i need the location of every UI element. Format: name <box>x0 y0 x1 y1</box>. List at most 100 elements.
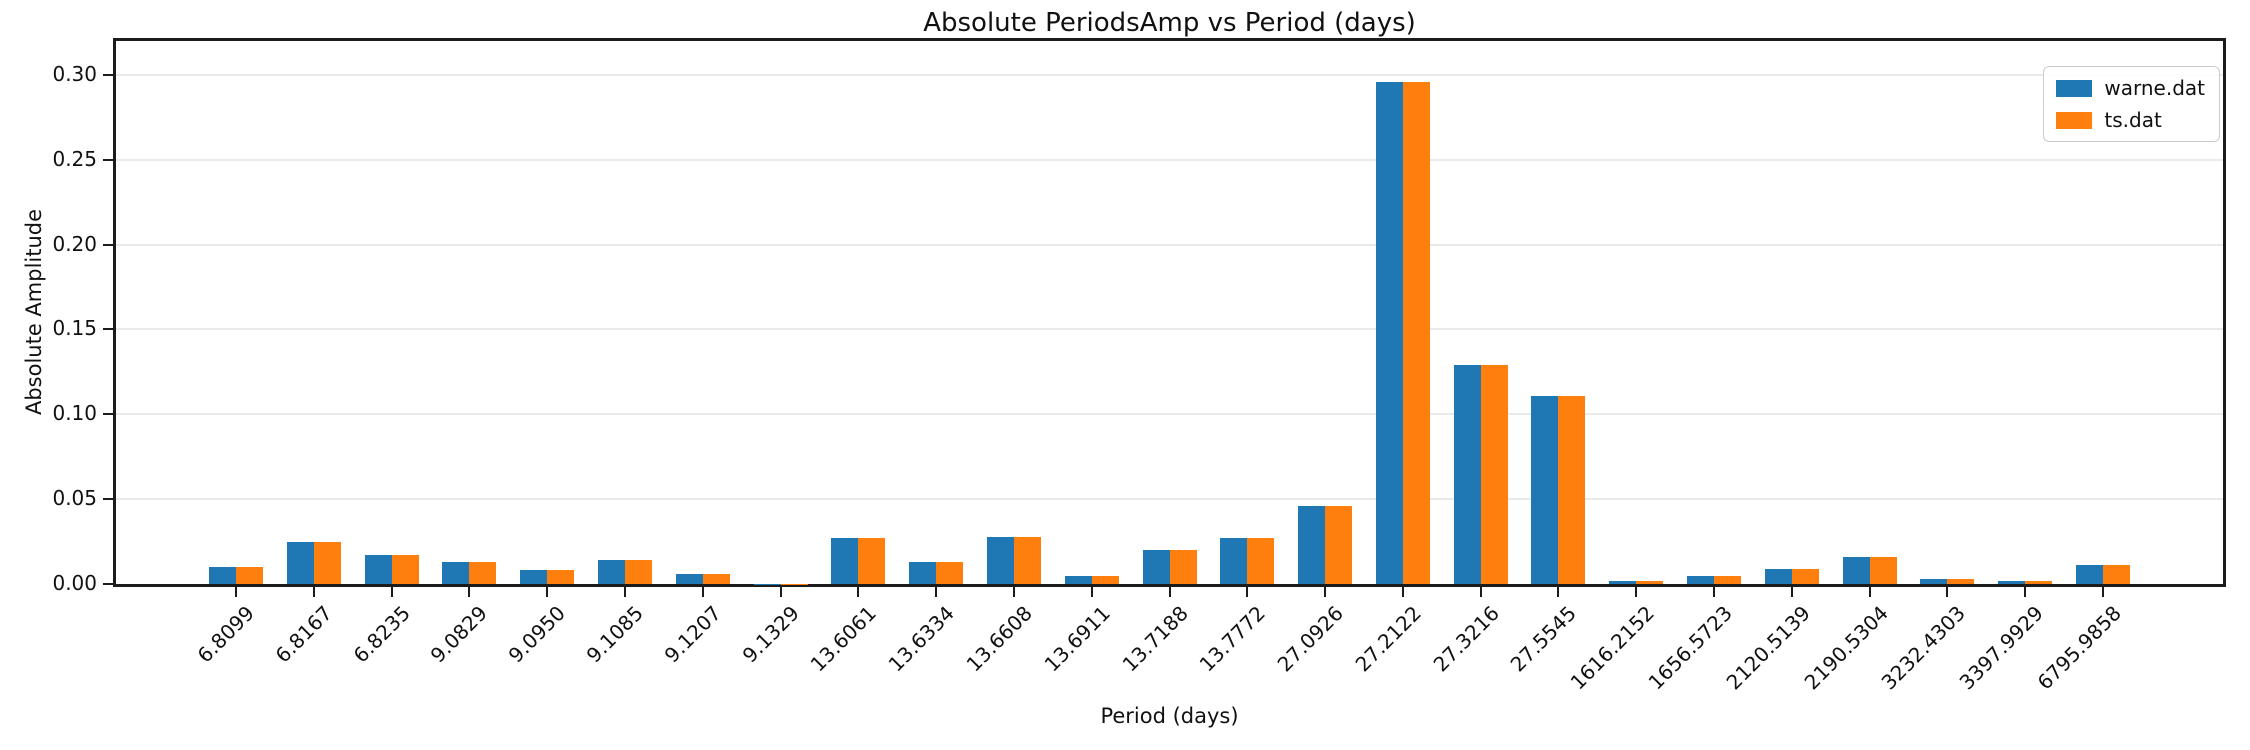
x-tick-mark <box>546 587 549 597</box>
bar-warne-dat-3397.9929 <box>1998 580 2026 584</box>
x-tick-label: 13.7188 <box>1117 601 1193 677</box>
gridline <box>116 243 2223 246</box>
bar-ts-dat-27.5545 <box>1558 395 1586 584</box>
bar-warne-dat-27.5545 <box>1531 395 1559 584</box>
x-tick-mark <box>779 587 782 597</box>
bar-warne-dat-6795.9858 <box>2076 565 2103 584</box>
legend: warne.dat ts.dat <box>2043 66 2220 142</box>
x-tick-mark <box>935 587 938 597</box>
x-tick-label: 6795.9858 <box>2032 601 2126 695</box>
bar-ts-dat-1616.2152 <box>1636 580 1664 584</box>
bar-ts-dat-2120.5139 <box>1791 568 1819 584</box>
bar-ts-dat-6.8167 <box>313 541 341 584</box>
legend-label-ts: ts.dat <box>2104 108 2162 132</box>
bar-ts-dat-9.1207 <box>702 573 730 584</box>
x-tick-label: 13.6061 <box>805 601 882 677</box>
bar-ts-dat-13.7188 <box>1169 550 1197 584</box>
x-tick-label: 27.2122 <box>1350 601 1426 677</box>
x-tick-mark <box>468 587 471 597</box>
gridline <box>116 73 2223 76</box>
bar-warne-dat-1656.5723 <box>1687 575 1715 584</box>
bar-warne-dat-6.8235 <box>364 555 392 584</box>
legend-swatch-ts <box>2056 111 2093 129</box>
bar-ts-dat-13.6061 <box>858 538 886 584</box>
x-tick-mark <box>235 587 237 597</box>
legend-row: warne.dat <box>2056 76 2205 100</box>
y-tick-mark <box>103 158 113 161</box>
x-tick-mark <box>1946 587 1949 597</box>
x-tick-mark <box>857 587 860 597</box>
x-tick-label: 6.8235 <box>348 601 415 668</box>
x-tick-label: 27.5545 <box>1505 601 1582 677</box>
x-tick-mark <box>1090 587 1093 597</box>
y-tick-label: 0.05 <box>52 486 97 511</box>
plot-area: warne.dat ts.dat <box>113 38 2226 587</box>
y-tick-label: 0.25 <box>52 146 97 171</box>
x-tick-label: 9.1085 <box>581 601 648 668</box>
bar-warne-dat-9.0950 <box>520 570 548 584</box>
y-tick-mark <box>103 413 113 416</box>
x-tick-mark <box>1557 587 1560 597</box>
y-tick-mark <box>103 583 113 585</box>
legend-row: ts.dat <box>2056 108 2205 132</box>
x-tick-label: 9.1207 <box>659 601 726 668</box>
x-tick-label: 3397.9929 <box>1954 601 2049 695</box>
x-tick-mark <box>2102 587 2104 597</box>
x-tick-label: 13.6608 <box>961 601 1037 677</box>
y-tick-label: 0.15 <box>52 316 97 341</box>
y-tick-mark <box>103 498 113 501</box>
legend-label-warne: warne.dat <box>2104 76 2205 100</box>
bar-ts-dat-13.6911 <box>1091 575 1119 584</box>
gridline <box>116 413 2223 416</box>
bar-warne-dat-3232.4303 <box>1920 578 1948 584</box>
bar-ts-dat-9.1085 <box>624 560 652 584</box>
x-tick-label: 27.3216 <box>1428 601 1504 677</box>
legend-swatch-warne <box>2056 79 2093 97</box>
x-tick-mark <box>701 587 704 597</box>
bar-warne-dat-9.1207 <box>675 573 703 584</box>
bar-ts-dat-13.6608 <box>1013 536 1041 584</box>
bar-warne-dat-13.6334 <box>909 561 937 584</box>
bar-ts-dat-1656.5723 <box>1714 575 1742 584</box>
x-tick-label: 9.0950 <box>503 601 571 668</box>
y-tick-label: 0.10 <box>52 401 97 426</box>
plot-inner: warne.dat ts.dat <box>116 41 2223 584</box>
chart-title: Absolute PeriodsAmp vs Period (days) <box>923 8 1416 38</box>
x-tick-mark <box>1401 587 1404 597</box>
x-tick-mark <box>1012 587 1015 597</box>
y-tick-label: 0.20 <box>52 231 97 256</box>
bar-warne-dat-6.8167 <box>286 541 314 584</box>
x-tick-label: 27.0926 <box>1272 601 1349 677</box>
x-tick-mark <box>1324 587 1327 597</box>
bar-ts-dat-6.8099 <box>236 567 263 584</box>
y-tick-mark <box>103 328 113 331</box>
bar-ts-dat-13.7772 <box>1247 538 1275 584</box>
bar-ts-dat-6.8235 <box>391 555 419 584</box>
bar-ts-dat-2190.5304 <box>1869 556 1897 584</box>
y-tick-label: 0.00 <box>52 571 97 595</box>
x-tick-mark <box>1635 587 1638 597</box>
bar-ts-dat-3232.4303 <box>1947 578 1975 584</box>
y-tick-label: 0.30 <box>52 61 97 86</box>
bar-ts-dat-27.2122 <box>1402 81 1430 584</box>
bar-warne-dat-13.7188 <box>1142 550 1170 584</box>
bar-warne-dat-27.3216 <box>1453 365 1481 584</box>
bar-warne-dat-27.0926 <box>1298 505 1326 584</box>
bar-warne-dat-13.6061 <box>831 538 859 584</box>
bar-warne-dat-13.6608 <box>986 536 1014 584</box>
x-tick-label: 9.1329 <box>737 601 804 668</box>
bar-ts-dat-27.0926 <box>1325 505 1353 584</box>
bar-warne-dat-9.0829 <box>442 561 470 584</box>
x-tick-mark <box>1868 587 1871 597</box>
bar-ts-dat-9.0950 <box>547 570 575 584</box>
x-tick-label: 1656.5723 <box>1643 601 1738 695</box>
bar-warne-dat-27.2122 <box>1375 81 1403 584</box>
gridline <box>116 158 2223 161</box>
x-tick-label: 1616.2152 <box>1565 601 1660 695</box>
x-tick-mark <box>390 587 393 597</box>
x-tick-mark <box>1713 587 1716 597</box>
x-tick-label: 13.6911 <box>1039 601 1115 677</box>
x-tick-mark <box>623 587 626 597</box>
gridline <box>116 498 2223 501</box>
